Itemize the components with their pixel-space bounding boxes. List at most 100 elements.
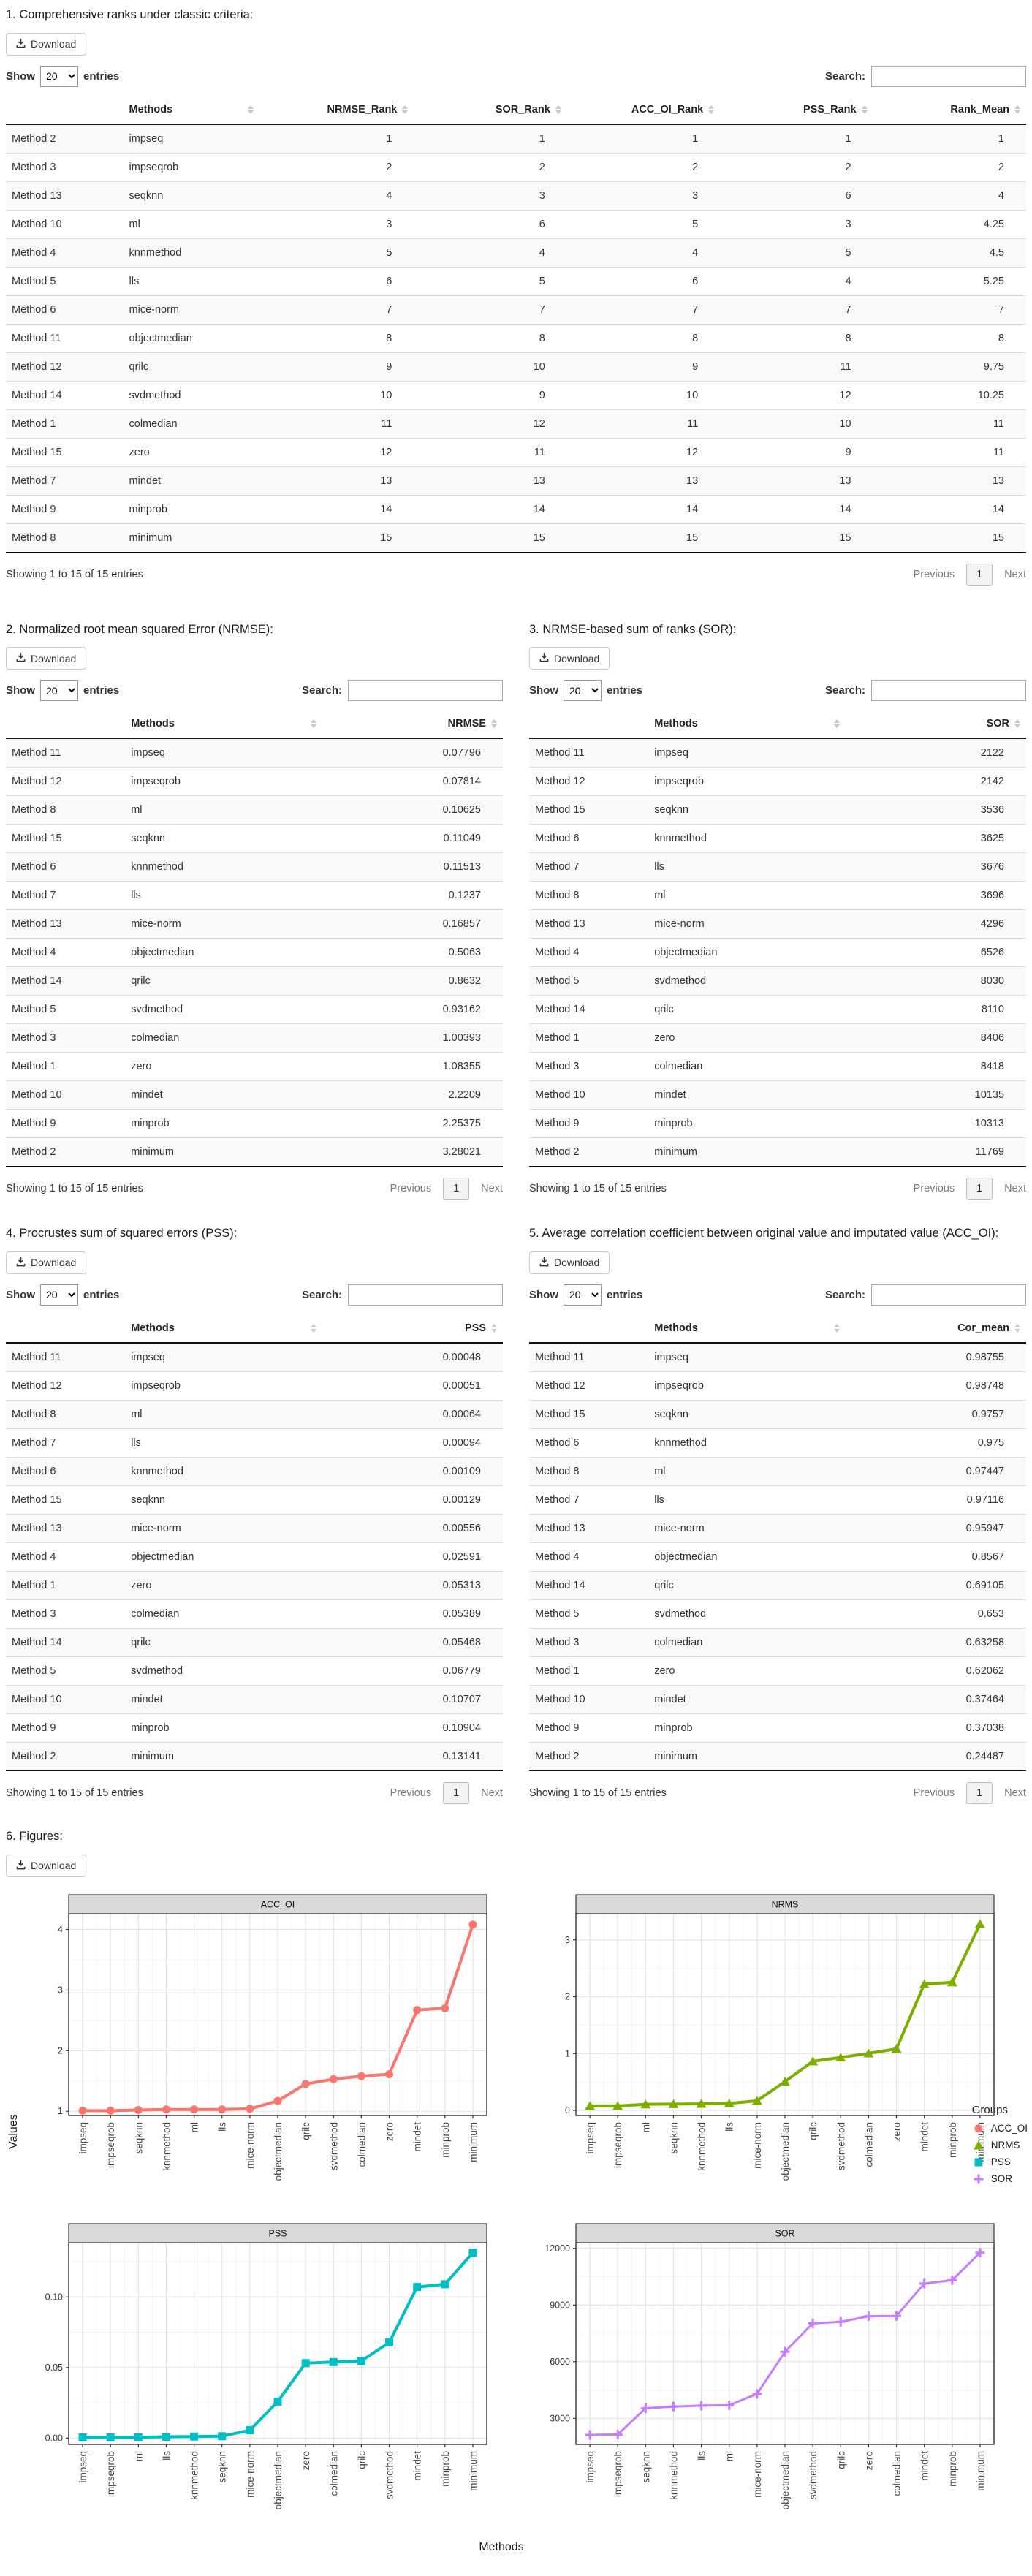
svg-text:qrilc: qrilc: [300, 2121, 311, 2140]
sort-icon[interactable]: [834, 1323, 841, 1333]
svg-text:seqknn: seqknn: [217, 2451, 228, 2483]
table-row: Method 1 zero 0.62062: [529, 1656, 1026, 1686]
row-name-cell: Method 1: [6, 1052, 126, 1081]
download-button[interactable]: Download: [529, 1251, 610, 1274]
page-1-button[interactable]: 1: [966, 1781, 993, 1804]
table-row: Method 4 objectmedian 0.8567: [529, 1542, 1026, 1572]
download-button[interactable]: Download: [6, 1251, 87, 1274]
previous-button[interactable]: Previous: [390, 1787, 432, 1799]
section-title: 4. Procrustes sum of squared errors (PSS…: [6, 1227, 238, 1240]
sort-icon[interactable]: [834, 719, 841, 729]
search-input[interactable]: [348, 1284, 503, 1306]
row-name-cell: Method 5: [6, 266, 124, 296]
download-button[interactable]: Download: [6, 1854, 87, 1877]
svg-text:ml: ml: [133, 2451, 144, 2461]
table-row: Method 6 knnmethod 0.11513: [6, 852, 503, 882]
column-header-nrmse[interactable]: NRMSE: [324, 710, 503, 740]
method-cell: lls: [648, 1485, 848, 1515]
sort-icon[interactable]: [861, 105, 868, 114]
column-header-methods[interactable]: Methods: [125, 1314, 325, 1344]
page-length-select[interactable]: 20: [40, 680, 78, 702]
sort-icon[interactable]: [311, 1323, 317, 1333]
page-1-button[interactable]: 1: [966, 563, 993, 586]
method-cell: zero: [648, 1656, 848, 1686]
value-cell: 8110: [847, 995, 1026, 1024]
search-input[interactable]: [871, 1284, 1026, 1306]
next-button[interactable]: Next: [1004, 568, 1026, 580]
previous-button[interactable]: Previous: [913, 1183, 955, 1195]
previous-button[interactable]: Previous: [390, 1183, 432, 1195]
value-cell: 10: [260, 380, 414, 410]
download-button[interactable]: Download: [529, 647, 610, 670]
svg-text:PSS: PSS: [268, 2228, 287, 2238]
column-header-methods[interactable]: Methods: [648, 710, 848, 740]
next-button[interactable]: Next: [481, 1787, 503, 1799]
next-button[interactable]: Next: [481, 1183, 503, 1195]
column-header-rownames: [529, 1314, 649, 1344]
svg-text:objectmedian: objectmedian: [273, 2122, 284, 2181]
next-button[interactable]: Next: [1004, 1183, 1026, 1195]
entries-label: entries: [607, 684, 643, 697]
svg-text:objectmedian: objectmedian: [780, 2122, 791, 2181]
sort-icon[interactable]: [491, 719, 497, 729]
column-header-nrmse_rank[interactable]: NRMSE_Rank: [260, 95, 414, 125]
download-button[interactable]: Download: [6, 647, 87, 670]
sort-icon[interactable]: [1014, 719, 1020, 729]
table-row: Method 8 ml 0.97447: [529, 1456, 1026, 1486]
sort-icon[interactable]: [708, 105, 715, 114]
previous-button[interactable]: Previous: [913, 1787, 955, 1799]
value-cell: 14: [414, 494, 567, 524]
row-name-cell: Method 6: [6, 295, 124, 325]
download-button[interactable]: Download: [6, 32, 87, 56]
svg-text:0: 0: [565, 2105, 570, 2115]
page-length-select[interactable]: 20: [40, 65, 78, 87]
column-header-methods[interactable]: Methods: [125, 710, 325, 740]
value-cell: 3: [566, 181, 721, 211]
method-cell: seqknn: [125, 824, 325, 853]
column-header-acc_oi_rank[interactable]: ACC_OI_Rank: [566, 95, 721, 125]
value-cell: 0.95947: [847, 1513, 1026, 1543]
page-length-select[interactable]: 20: [564, 680, 602, 702]
page-1-button[interactable]: 1: [966, 1178, 993, 1200]
table-row: Method 12 qrilc 9 10 9 11 9.75: [6, 352, 1026, 382]
sort-icon[interactable]: [555, 105, 561, 114]
svg-text:NRMS: NRMS: [772, 1899, 799, 1909]
sort-icon[interactable]: [1014, 1324, 1020, 1333]
column-header-cor_mean[interactable]: Cor_mean: [847, 1314, 1026, 1344]
method-cell: knnmethod: [123, 238, 261, 268]
page-length-select[interactable]: 20: [40, 1284, 78, 1306]
page-1-button[interactable]: 1: [443, 1781, 470, 1804]
row-name-cell: Method 5: [6, 1656, 126, 1686]
search-control: Search:: [302, 680, 503, 702]
previous-button[interactable]: Previous: [913, 568, 955, 580]
sort-icon[interactable]: [402, 105, 409, 114]
column-header-rank_mean[interactable]: Rank_Mean: [873, 95, 1026, 125]
column-header-sor[interactable]: SOR: [847, 710, 1026, 740]
value-cell: 1: [873, 124, 1026, 154]
column-header-methods[interactable]: Methods: [648, 1314, 848, 1344]
method-cell: colmedian: [648, 1627, 848, 1657]
svg-text:9000: 9000: [550, 2300, 570, 2310]
table-row: Method 2 minimum 0.13141: [6, 1741, 503, 1771]
row-name-cell: Method 5: [529, 1599, 649, 1629]
download-icon: [539, 652, 549, 664]
page-length-select[interactable]: 20: [564, 1284, 602, 1306]
table-row: Method 13 mice-norm 4296: [529, 909, 1026, 939]
sort-icon[interactable]: [247, 105, 254, 114]
sort-icon[interactable]: [1014, 105, 1020, 114]
column-header-methods[interactable]: Methods: [123, 95, 261, 125]
column-header-pss[interactable]: PSS: [324, 1314, 503, 1344]
search-input[interactable]: [348, 680, 503, 702]
svg-text:svdmethod: svdmethod: [384, 2451, 395, 2499]
next-button[interactable]: Next: [1004, 1787, 1026, 1799]
showing-entries: Showing 1 to 15 of 15 entries: [6, 1787, 143, 1799]
column-header-pss_rank[interactable]: PSS_Rank: [720, 95, 873, 125]
value-cell: 0.9757: [847, 1399, 1026, 1429]
page-1-button[interactable]: 1: [443, 1178, 470, 1200]
search-input[interactable]: [871, 680, 1026, 702]
sort-icon[interactable]: [311, 719, 317, 729]
sort-icon[interactable]: [491, 1324, 497, 1333]
search-input[interactable]: [871, 65, 1026, 87]
row-name-cell: Method 15: [6, 1485, 126, 1515]
column-header-sor_rank[interactable]: SOR_Rank: [414, 95, 567, 125]
